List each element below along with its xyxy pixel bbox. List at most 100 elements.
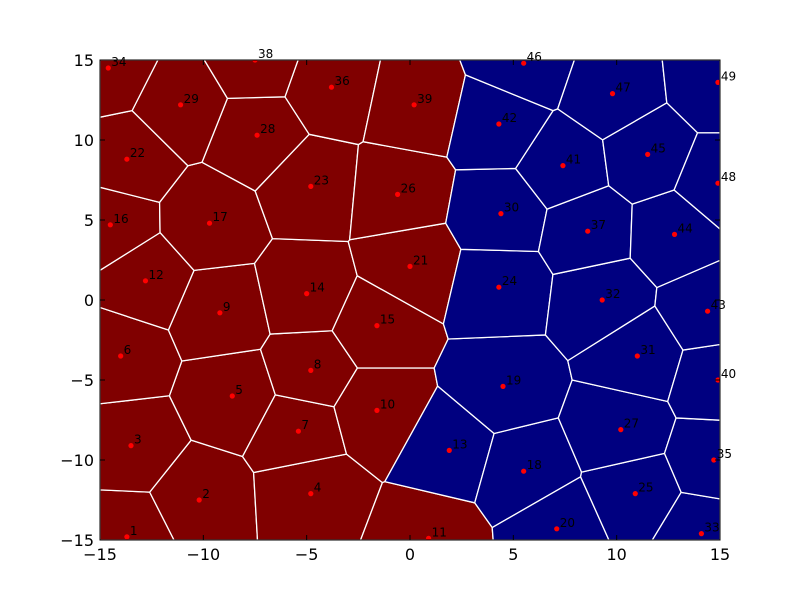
point-label-10: 10	[380, 397, 395, 411]
seed-point-35	[711, 457, 717, 463]
point-label-18: 18	[527, 458, 542, 472]
seed-point-32	[599, 297, 605, 303]
seed-point-37	[585, 228, 591, 234]
point-label-41: 41	[566, 153, 581, 167]
seed-point-48	[715, 180, 720, 186]
point-label-19: 19	[506, 373, 521, 387]
seed-points	[105, 60, 720, 540]
voronoi-cell-34	[100, 60, 159, 118]
voronoi-cell-49	[661, 60, 720, 134]
seed-point-14	[304, 291, 310, 297]
x-tick-label: 0	[405, 545, 415, 564]
seed-point-12	[142, 278, 149, 284]
y-tick-label: 15	[74, 51, 94, 70]
y-tick-label: 5	[84, 211, 94, 230]
seed-point-16	[107, 222, 113, 228]
seed-point-47	[609, 91, 616, 97]
point-label-39: 39	[417, 92, 432, 106]
x-tick-label: 15	[710, 545, 730, 564]
point-label-36: 36	[334, 74, 349, 88]
point-label-11: 11	[432, 525, 447, 539]
seed-point-27	[618, 427, 624, 433]
point-label-7: 7	[301, 418, 309, 432]
point-label-43: 43	[711, 298, 726, 312]
seed-point-29	[178, 102, 184, 108]
point-label-24: 24	[502, 274, 517, 288]
point-label-48: 48	[721, 170, 736, 184]
seed-point-11	[426, 535, 432, 540]
point-label-45: 45	[651, 141, 666, 155]
point-label-29: 29	[184, 92, 199, 106]
seed-point-10	[374, 407, 380, 413]
seed-point-43	[705, 308, 711, 314]
point-label-32: 32	[605, 287, 620, 301]
point-label-2: 2	[202, 487, 210, 501]
y-tick-label: 0	[84, 291, 94, 310]
seed-point-9	[217, 310, 223, 316]
point-label-4: 4	[314, 481, 322, 495]
point-label-21: 21	[413, 253, 428, 267]
point-label-3: 3	[134, 433, 142, 447]
seed-point-6	[118, 353, 124, 359]
point-label-16: 16	[113, 212, 128, 226]
point-label-40: 40	[721, 367, 736, 381]
voronoi-cell-24	[442, 248, 554, 340]
point-label-1: 1	[130, 524, 138, 538]
seed-point-23	[308, 183, 314, 189]
seed-point-8	[308, 367, 314, 373]
seed-point-1	[124, 534, 130, 540]
point-label-33: 33	[704, 521, 719, 535]
point-label-22: 22	[130, 146, 145, 160]
seed-point-25	[632, 491, 638, 497]
point-label-5: 5	[235, 383, 243, 397]
y-tick-label: −15	[60, 531, 94, 550]
seed-point-17	[206, 220, 213, 226]
x-tick-label: −5	[295, 545, 319, 564]
voronoi-cell-46	[459, 60, 576, 112]
voronoi-cells	[100, 60, 720, 540]
seed-point-38	[252, 60, 258, 63]
point-label-13: 13	[452, 437, 467, 451]
point-label-30: 30	[504, 201, 519, 215]
point-label-15: 15	[380, 313, 395, 327]
seed-point-20	[554, 526, 560, 532]
point-label-42: 42	[502, 111, 517, 125]
seed-point-31	[634, 353, 640, 359]
seed-point-18	[521, 468, 527, 474]
seed-point-41	[560, 163, 566, 169]
seed-point-45	[645, 151, 651, 157]
point-label-23: 23	[314, 173, 329, 187]
y-tick-label: −10	[60, 451, 94, 470]
seed-point-28	[254, 132, 260, 138]
point-label-34: 34	[111, 55, 126, 69]
x-tick-label: 5	[508, 545, 518, 564]
seed-point-44	[671, 231, 678, 237]
point-label-44: 44	[678, 221, 693, 235]
point-label-35: 35	[717, 447, 732, 461]
seed-point-42	[496, 121, 502, 127]
seed-point-39	[411, 102, 417, 108]
point-label-47: 47	[616, 81, 631, 95]
x-tick-label: −15	[83, 545, 117, 564]
point-label-20: 20	[560, 516, 575, 530]
point-label-8: 8	[314, 357, 322, 371]
y-tick-label: 10	[74, 131, 94, 150]
point-label-12: 12	[148, 268, 163, 282]
seed-point-36	[328, 84, 335, 90]
seed-point-2	[196, 497, 202, 503]
point-label-6: 6	[124, 343, 132, 357]
seed-point-22	[124, 156, 130, 162]
point-label-49: 49	[721, 69, 736, 83]
seed-point-33	[698, 531, 705, 537]
point-label-14: 14	[310, 281, 325, 295]
point-label-26: 26	[401, 181, 416, 195]
x-tick-label: 10	[606, 545, 626, 564]
point-label-9: 9	[223, 300, 231, 314]
seed-point-4	[308, 491, 314, 497]
seed-point-34	[105, 65, 111, 71]
point-label-46: 46	[527, 50, 542, 64]
point-label-17: 17	[213, 210, 228, 224]
